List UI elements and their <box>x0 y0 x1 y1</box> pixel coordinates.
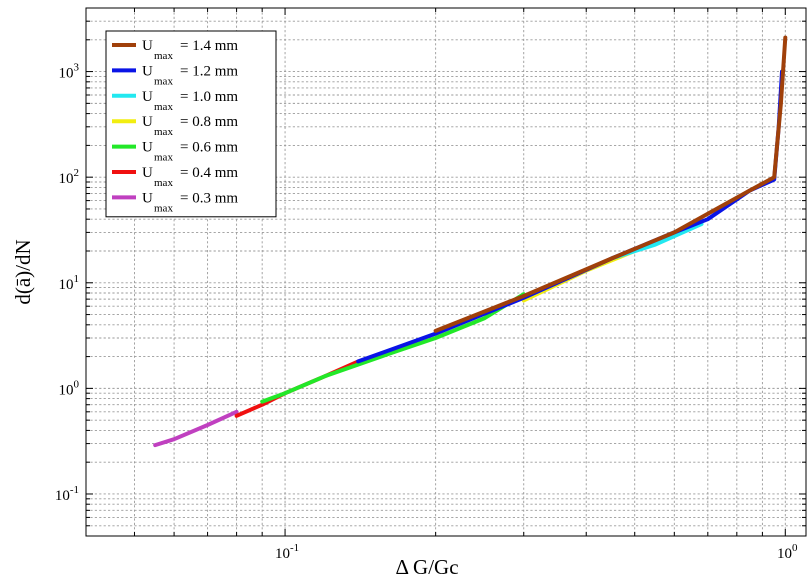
y-axis-label: d(ā)/dN <box>11 239 35 304</box>
x-axis-label: Δ G/Gc <box>395 555 458 579</box>
y-tick-label: 100 <box>59 378 80 398</box>
legend-label-value: = 0.6 mm <box>180 140 238 156</box>
series-line <box>433 35 788 333</box>
y-tick-label: 10-1 <box>55 484 79 504</box>
series-line <box>260 292 526 404</box>
legend-label-sub: max <box>154 50 173 62</box>
y-tick-label: 103 <box>59 62 80 82</box>
legend-label-sub: max <box>154 75 173 87</box>
legend-label-value: = 0.4 mm <box>180 165 238 181</box>
plot-frame <box>85 7 807 537</box>
legend-label-value: = 1.2 mm <box>180 63 238 79</box>
series-line <box>153 409 239 448</box>
x-tick-label: 10-1 <box>275 542 299 562</box>
legend-label-main: U <box>142 114 153 130</box>
legend-label-sub: max <box>154 101 173 113</box>
tick-labels: 10-1 100 10-1 100 101 102 103 <box>55 62 798 562</box>
y-tick-label: 101 <box>59 273 80 293</box>
legend-label-main: U <box>142 165 153 181</box>
legend-label-main: U <box>142 89 153 105</box>
legend-label-value: = 0.3 mm <box>180 190 238 206</box>
legend-label-sub: max <box>154 202 173 214</box>
legend-label-main: U <box>142 140 153 156</box>
series-line <box>356 69 784 364</box>
axis-ticks <box>85 7 806 537</box>
legend-label-main: U <box>142 38 153 54</box>
legend-label-sub: max <box>154 177 173 189</box>
legend-label-main: U <box>142 190 153 206</box>
legend-label-value: = 1.0 mm <box>180 89 238 105</box>
series-lines <box>153 35 788 448</box>
legend-box <box>105 30 277 218</box>
x-tick-label: 100 <box>777 542 798 562</box>
legend-label-sub: max <box>154 152 173 164</box>
legend-label-sub: max <box>154 126 173 138</box>
y-tick-label: 102 <box>59 167 80 187</box>
legend-label-value: = 0.8 mm <box>180 114 238 130</box>
legend-label-value: = 1.4 mm <box>180 38 238 54</box>
legend-label-main: U <box>142 63 153 79</box>
